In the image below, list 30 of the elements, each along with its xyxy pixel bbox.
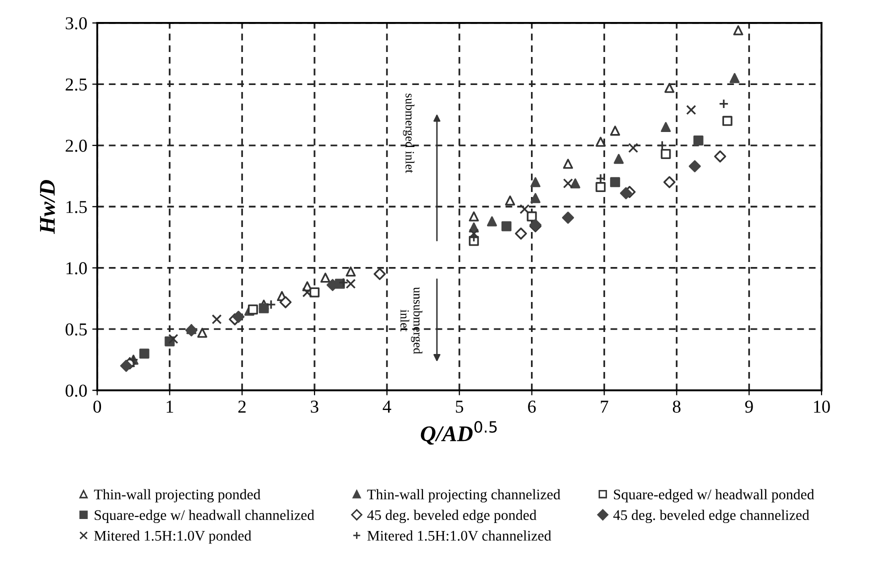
x-tick-label: 0: [93, 400, 102, 413]
y-tick-label: 3.0: [66, 17, 87, 30]
x-tick-label: 8: [672, 400, 680, 413]
annotation: submerged inlet: [402, 94, 414, 174]
annotation: unsubmerged inlet: [400, 287, 422, 354]
x-tick-label: 1: [166, 400, 174, 413]
y-tick-label: 2.0: [66, 140, 87, 152]
legend-label: Square-edged w/ headwall ponded: [614, 489, 814, 502]
legend-label: 45 deg. beveled edge ponded: [367, 510, 536, 524]
y-tick-label: 0.0: [66, 384, 87, 397]
legend-label: 45 deg. beveled edge channelized: [613, 510, 810, 524]
legend-label: Mitered 1.5H:1.0V ponded: [94, 530, 252, 544]
x-tick-label: 9: [745, 400, 753, 413]
y-tick-label: 1.0: [66, 262, 87, 274]
x-tick-label: 6: [528, 400, 536, 413]
y-tick-label: 2.5: [66, 78, 87, 91]
legend-label: Mitered 1.5H:1.0V channelized: [367, 530, 552, 541]
legend-label: Square-edge w/ headwall channelized: [94, 510, 314, 524]
x-tick-label: 2: [238, 400, 246, 413]
x-tick-label: 10: [814, 400, 830, 413]
y-tick-label: 1.5: [66, 200, 87, 214]
x-axis-title: Q/AD$^{0.5}$: [420, 421, 497, 445]
y-axis-title: Hw/D: [40, 180, 55, 234]
y-tick-label: 0.5: [66, 323, 87, 336]
x-tick-label: 7: [600, 400, 608, 413]
legend-label: Thin-wall projecting channelized: [367, 489, 560, 502]
x-tick-label: 3: [310, 400, 318, 413]
legend-label: Thin-wall projecting ponded: [94, 489, 260, 502]
x-tick-label: 4: [382, 400, 392, 413]
x-tick-label: 5: [456, 400, 464, 413]
